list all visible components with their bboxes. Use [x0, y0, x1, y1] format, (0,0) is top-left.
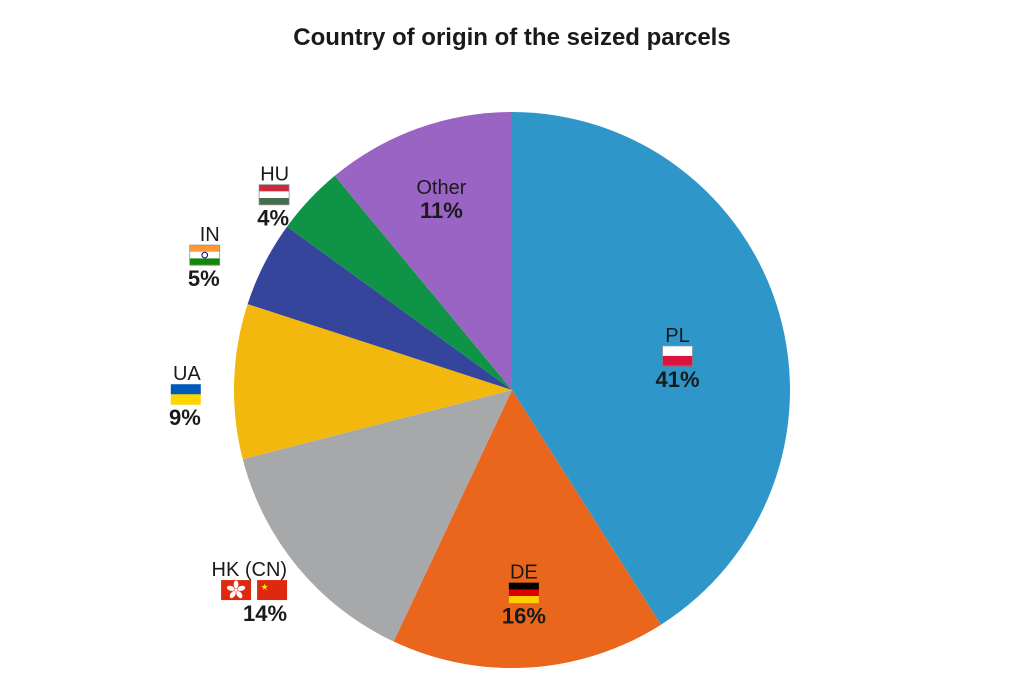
svg-text:14%: 14% — [243, 601, 287, 626]
ua-flag — [171, 384, 201, 405]
svg-text:9%: 9% — [169, 405, 201, 430]
svg-text:4%: 4% — [257, 206, 289, 231]
svg-text:UA: UA — [173, 363, 201, 385]
pl-flag — [663, 346, 693, 367]
slice-label-in: IN 5% — [188, 224, 220, 291]
svg-text:DE: DE — [510, 562, 538, 584]
svg-text:11%: 11% — [420, 198, 463, 223]
slice-label-other: Other11% — [416, 177, 466, 223]
svg-text:16%: 16% — [502, 604, 546, 629]
svg-text:PL: PL — [665, 325, 689, 347]
svg-text:5%: 5% — [188, 266, 220, 291]
slice-label-ua: UA 9% — [169, 363, 201, 430]
de-flag — [509, 583, 539, 604]
svg-text:41%: 41% — [655, 367, 699, 392]
cn-flag — [257, 580, 287, 600]
in-flag — [190, 245, 220, 266]
hu-flag — [259, 185, 289, 206]
svg-text:HK (CN): HK (CN) — [212, 559, 288, 581]
svg-text:IN: IN — [200, 224, 220, 246]
slice-label-hk-cn-: HK (CN) 14% — [212, 559, 288, 626]
svg-text:Other: Other — [416, 177, 466, 199]
pie-chart: PL 41% DE 16% HK (CN) 14% UA 9% IN 5% HU 4% Other11% — [0, 0, 1024, 683]
slice-label-hu: HU 4% — [257, 164, 289, 231]
svg-text:HU: HU — [260, 164, 289, 186]
hk-flag — [221, 580, 251, 600]
